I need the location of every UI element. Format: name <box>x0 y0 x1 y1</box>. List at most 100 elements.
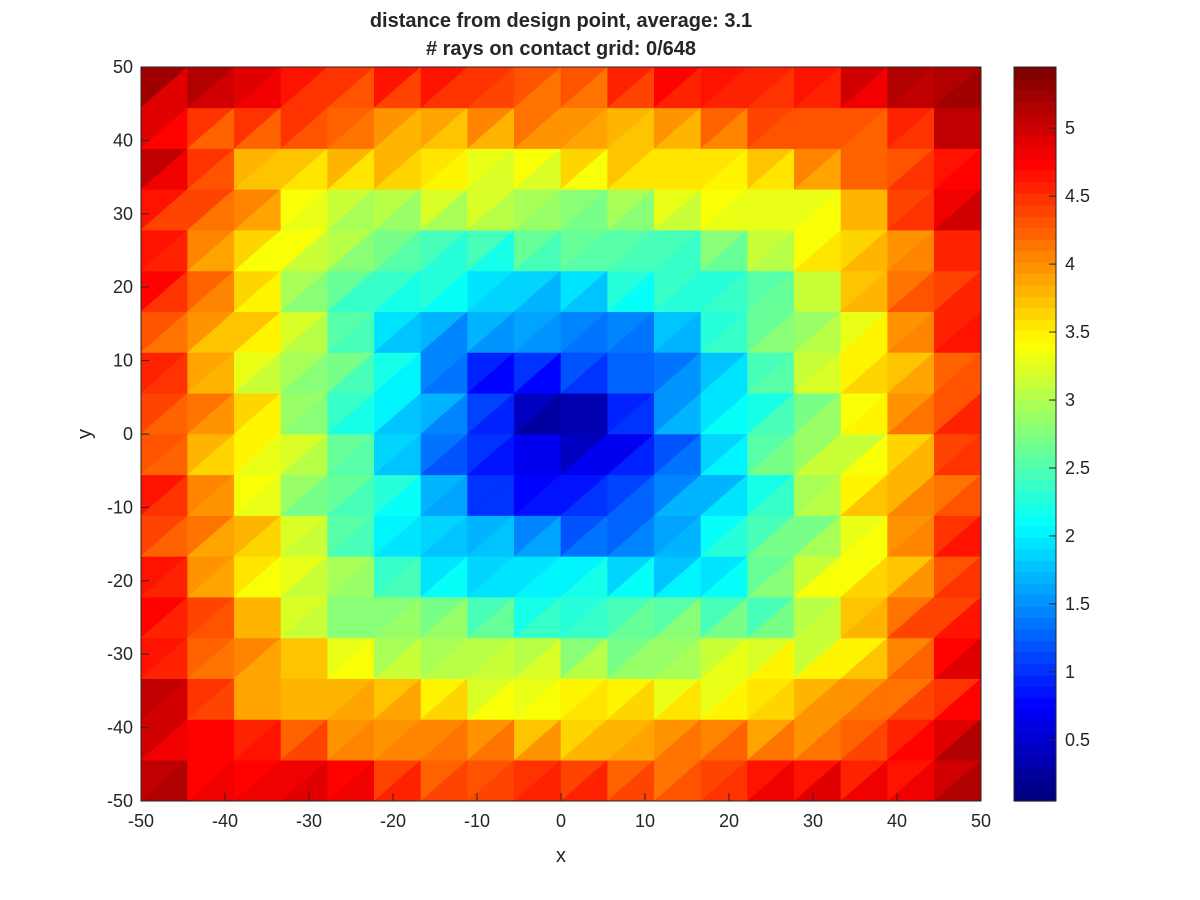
colorbar-segment <box>1014 204 1056 217</box>
x-tick-label: 0 <box>556 811 566 831</box>
y-tick-label: 30 <box>113 204 133 224</box>
chart-title: distance from design point, average: 3.1 <box>370 10 752 32</box>
colorbar-segment <box>1014 755 1056 768</box>
colorbar-segment <box>1014 720 1056 733</box>
colorbar-segment <box>1014 663 1056 676</box>
colorbar-segment <box>1014 353 1056 366</box>
colorbar-segment <box>1014 170 1056 183</box>
colorbar-segment <box>1014 273 1056 286</box>
colorbar-segment <box>1014 388 1056 401</box>
y-tick-label: -20 <box>107 571 133 591</box>
colorbar-segment <box>1014 778 1056 791</box>
y-tick-label: 10 <box>113 351 133 371</box>
y-tick-label: -40 <box>107 718 133 738</box>
colorbar-segment <box>1014 135 1056 148</box>
colorbar-segment <box>1014 628 1056 642</box>
x-tick-label: 20 <box>719 811 739 831</box>
colorbar-segment <box>1014 124 1056 137</box>
x-tick-label: -50 <box>128 811 154 831</box>
x-axis-label: x <box>556 845 566 867</box>
colorbar-segment <box>1014 261 1056 275</box>
colorbar-segment <box>1014 445 1056 458</box>
colorbar-segment <box>1014 422 1056 435</box>
colorbar-segment <box>1014 697 1056 710</box>
colorbar-segment <box>1014 709 1056 722</box>
colorbar-segment <box>1014 456 1056 470</box>
colorbar-segment <box>1014 560 1056 573</box>
colorbar-frame <box>1013 66 1057 802</box>
x-tick-label: -10 <box>464 811 490 831</box>
colorbar-segment <box>1014 399 1056 412</box>
colorbar-tick-label: 2 <box>1065 526 1075 546</box>
colorbar-segment <box>1014 89 1056 103</box>
colorbar-tick-label: 5 <box>1065 118 1075 138</box>
colorbar-segment <box>1014 732 1056 745</box>
colorbar-segment <box>1014 674 1056 687</box>
chart-subtitle: # rays on contact grid: 0/648 <box>426 38 696 60</box>
colorbar-segment <box>1014 434 1056 447</box>
colorbar-segment <box>1014 296 1056 309</box>
x-tick-label: -20 <box>380 811 406 831</box>
y-tick-label: -50 <box>107 791 133 811</box>
colorbar-segment <box>1014 250 1056 263</box>
colorbar-segment <box>1014 571 1056 584</box>
colorbar-segment <box>1014 617 1056 630</box>
colorbar-segment <box>1014 330 1056 343</box>
colorbar-segment <box>1014 342 1056 355</box>
y-axis-label: y <box>74 429 96 439</box>
colorbar-segment <box>1014 78 1056 91</box>
colorbar-segment <box>1014 284 1056 297</box>
heatmap-plot-area <box>140 66 982 802</box>
colorbar-segment <box>1014 365 1056 378</box>
x-tick-label: -40 <box>212 811 238 831</box>
colorbar-segment <box>1014 640 1056 653</box>
colorbar-tick-label: 0.5 <box>1065 730 1090 750</box>
colorbar-segment <box>1014 227 1056 240</box>
colorbar-segment <box>1014 491 1056 504</box>
colorbar-segment <box>1014 789 1056 802</box>
colorbar-tick-label: 1.5 <box>1065 594 1090 614</box>
colorbar-segment <box>1014 67 1056 80</box>
colorbar-tick-label: 4 <box>1065 254 1075 274</box>
colorbar-segment <box>1014 147 1056 160</box>
colorbar-segment <box>1014 411 1056 424</box>
colorbar-segment <box>1014 112 1056 125</box>
y-tick-label: 20 <box>113 277 133 297</box>
colorbar-tick-label: 4.5 <box>1065 186 1090 206</box>
x-tick-label: 50 <box>971 811 991 831</box>
x-tick-label: -30 <box>296 811 322 831</box>
colorbar-tick-label: 2.5 <box>1065 458 1090 478</box>
colorbar-segment <box>1014 686 1056 699</box>
y-tick-label: 40 <box>113 130 133 150</box>
y-axis-ticks: -50 -40 -30 -20 -10 0 10 20 30 40 50 <box>107 57 149 811</box>
colorbar-segment <box>1014 479 1056 492</box>
colorbar-tick-label: 3.5 <box>1065 322 1090 342</box>
y-tick-label: -30 <box>107 644 133 664</box>
colorbar-segment <box>1014 376 1056 389</box>
colorbar-segment <box>1014 651 1056 664</box>
colorbar-segment <box>1014 594 1056 607</box>
x-axis-ticks: -50 -40 -30 -20 -10 0 10 20 30 40 50 <box>128 793 991 831</box>
colorbar-segment <box>1014 537 1056 550</box>
colorbar-segment <box>1014 181 1056 194</box>
colorbar-segment <box>1014 514 1056 527</box>
x-tick-label: 10 <box>635 811 655 831</box>
colorbar-segment <box>1014 583 1056 596</box>
colorbar-segment <box>1014 606 1056 619</box>
x-tick-label: 30 <box>803 811 823 831</box>
colorbar-segment <box>1014 216 1056 229</box>
x-tick-label: 40 <box>887 811 907 831</box>
y-tick-label: 50 <box>113 57 133 77</box>
colorbar-segment <box>1014 743 1056 756</box>
colorbar-segment <box>1014 766 1056 779</box>
colorbar-segment <box>1014 158 1056 171</box>
y-tick-label: 0 <box>123 424 133 444</box>
colorbar-ticks: 0.5 1 1.5 2 2.5 3 3.5 4 4.5 5 <box>1049 118 1090 750</box>
colorbar-segment <box>1014 502 1056 515</box>
colorbar-segment <box>1014 525 1056 538</box>
colorbar-segment <box>1014 239 1056 252</box>
colorbar-segment <box>1014 468 1056 481</box>
colorbar-segment <box>1014 307 1056 320</box>
colorbar <box>1013 66 1057 802</box>
